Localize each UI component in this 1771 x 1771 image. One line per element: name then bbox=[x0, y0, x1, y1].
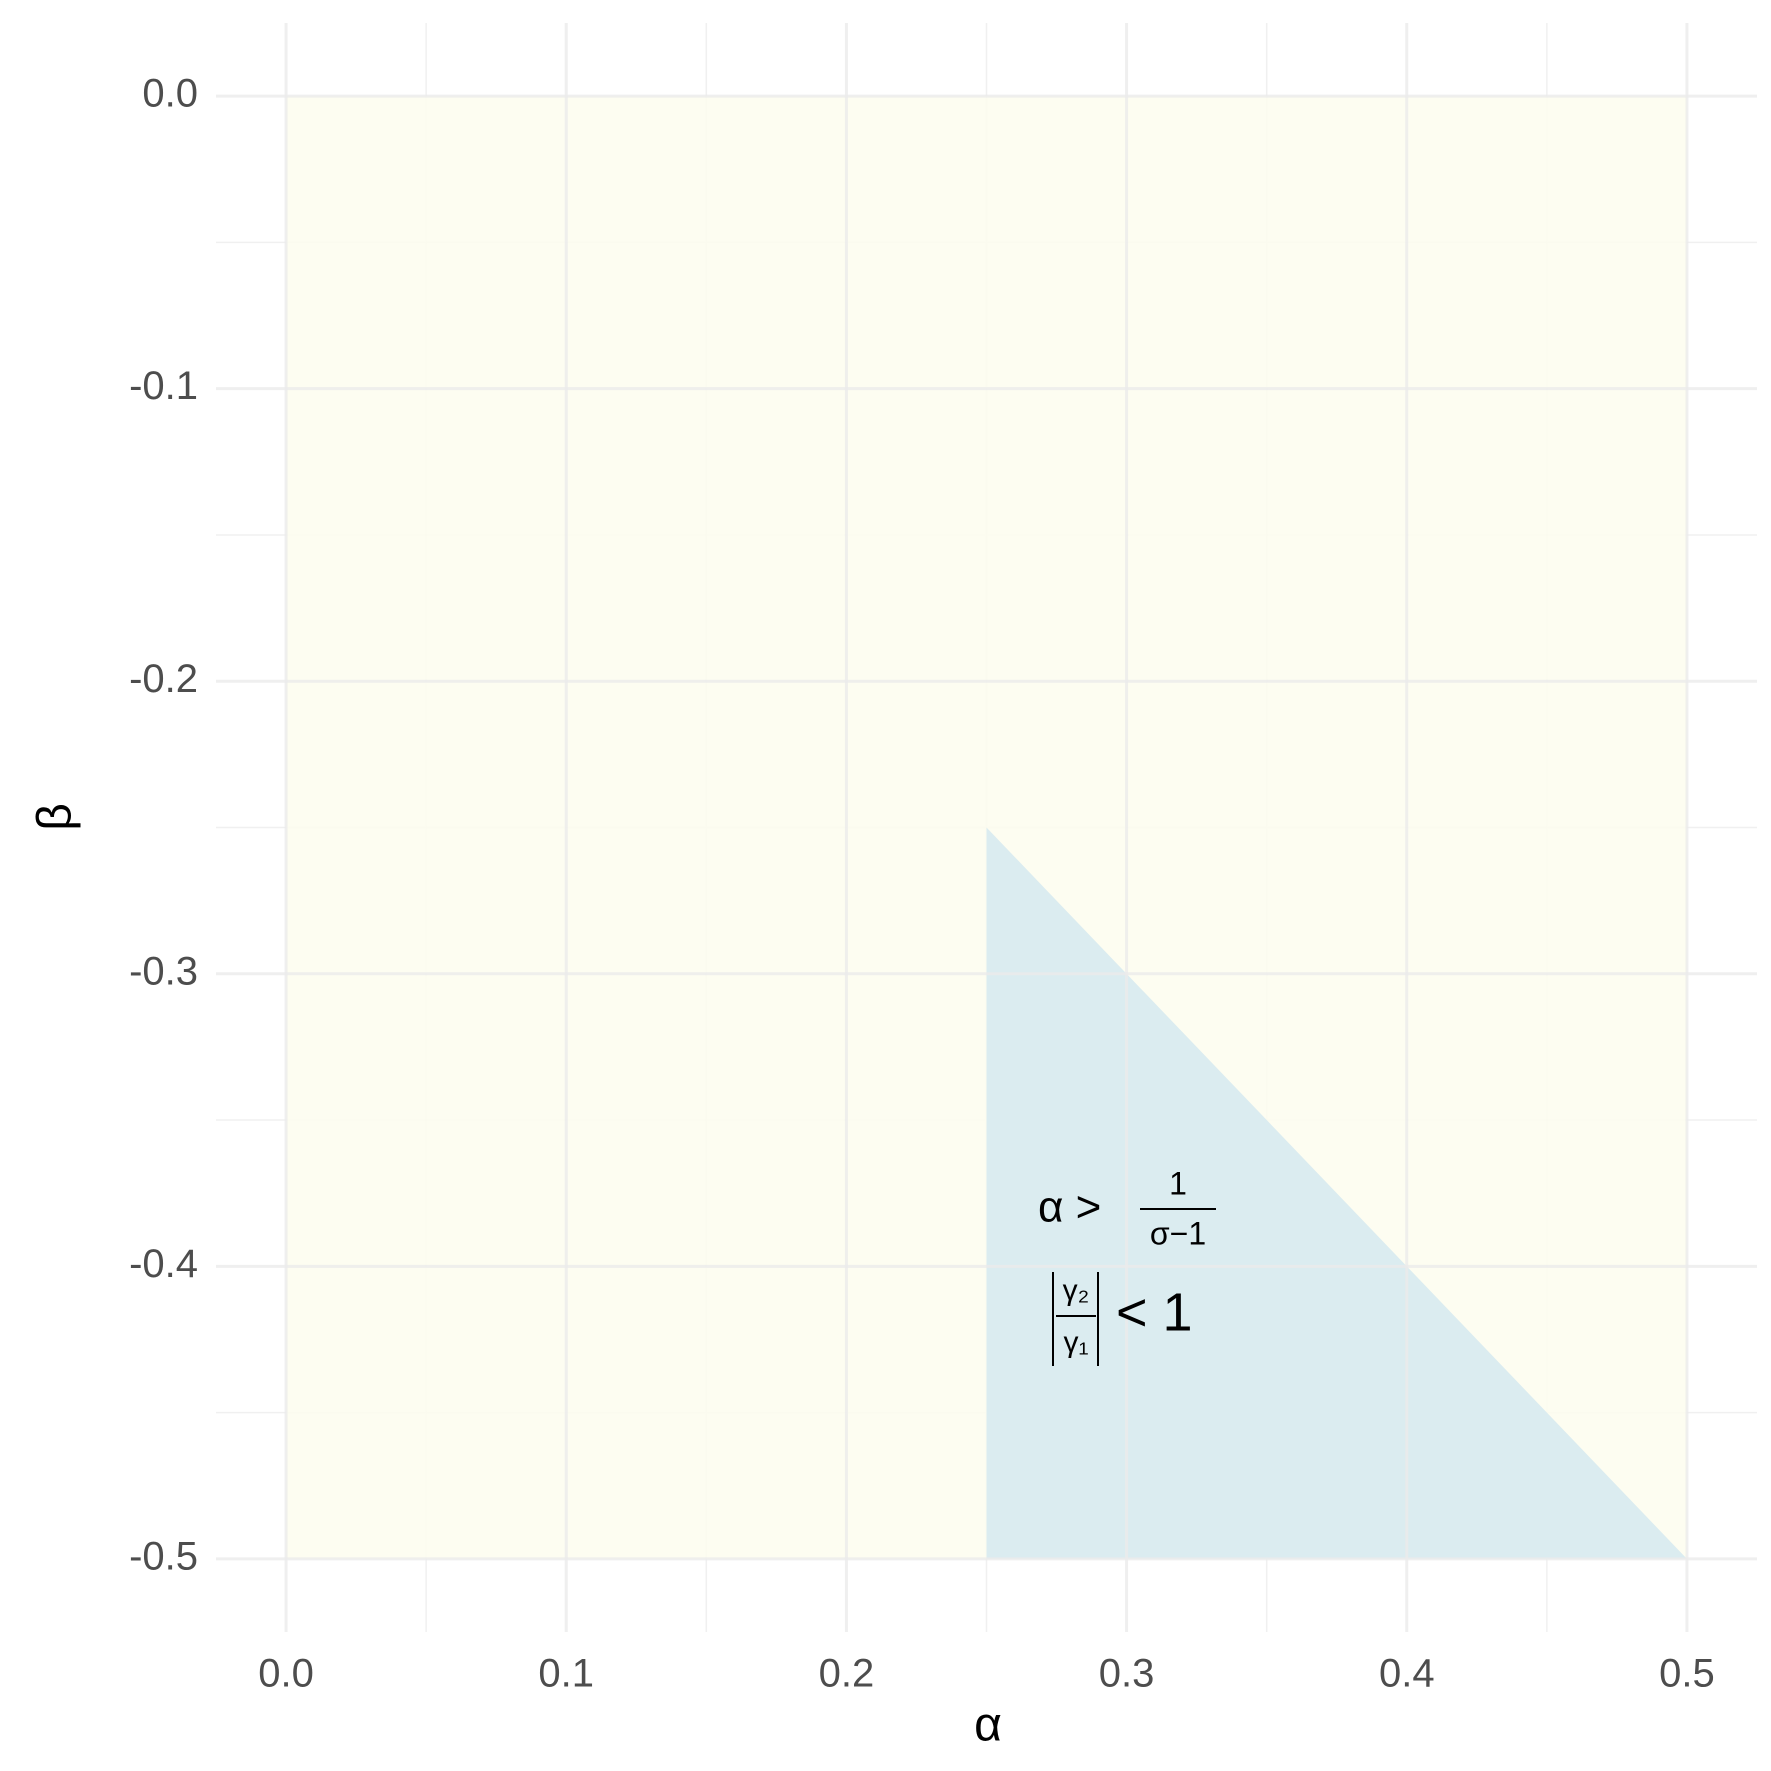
annotation-numerator: γ₂ bbox=[1063, 1274, 1090, 1307]
annotation-lhs: α > bbox=[1038, 1183, 1101, 1232]
annotation: α > 1 σ−1 γ₂ γ₁ < 1 bbox=[1038, 1165, 1216, 1366]
major-grid bbox=[216, 23, 1757, 1632]
y-tick-label: -0.5 bbox=[129, 1534, 198, 1578]
x-tick-label: 0.5 bbox=[1659, 1652, 1715, 1696]
x-tick-label: 0.1 bbox=[538, 1652, 594, 1696]
annotation-denominator: γ₁ bbox=[1063, 1326, 1088, 1359]
x-axis-title: α bbox=[974, 1699, 1002, 1752]
y-tick-label: -0.4 bbox=[129, 1242, 198, 1286]
y-tick-label: -0.3 bbox=[129, 949, 198, 993]
x-tick-label: 0.4 bbox=[1379, 1652, 1435, 1696]
x-tick-label: 0.2 bbox=[819, 1652, 875, 1696]
y-tick-label: -0.2 bbox=[129, 657, 198, 701]
x-tick-label: 0.0 bbox=[258, 1652, 314, 1696]
y-tick-label: 0.0 bbox=[142, 72, 198, 116]
y-axis-title: β bbox=[29, 803, 82, 831]
y-tick-label: -0.1 bbox=[129, 364, 198, 408]
region bbox=[986, 827, 1687, 1559]
annotation-rhs: < 1 bbox=[1116, 1282, 1193, 1342]
regions bbox=[286, 96, 1687, 1559]
x-tick-label: 0.3 bbox=[1099, 1652, 1155, 1696]
annotation-denominator: σ−1 bbox=[1150, 1215, 1206, 1251]
annotation-numerator: 1 bbox=[1169, 1165, 1187, 1201]
